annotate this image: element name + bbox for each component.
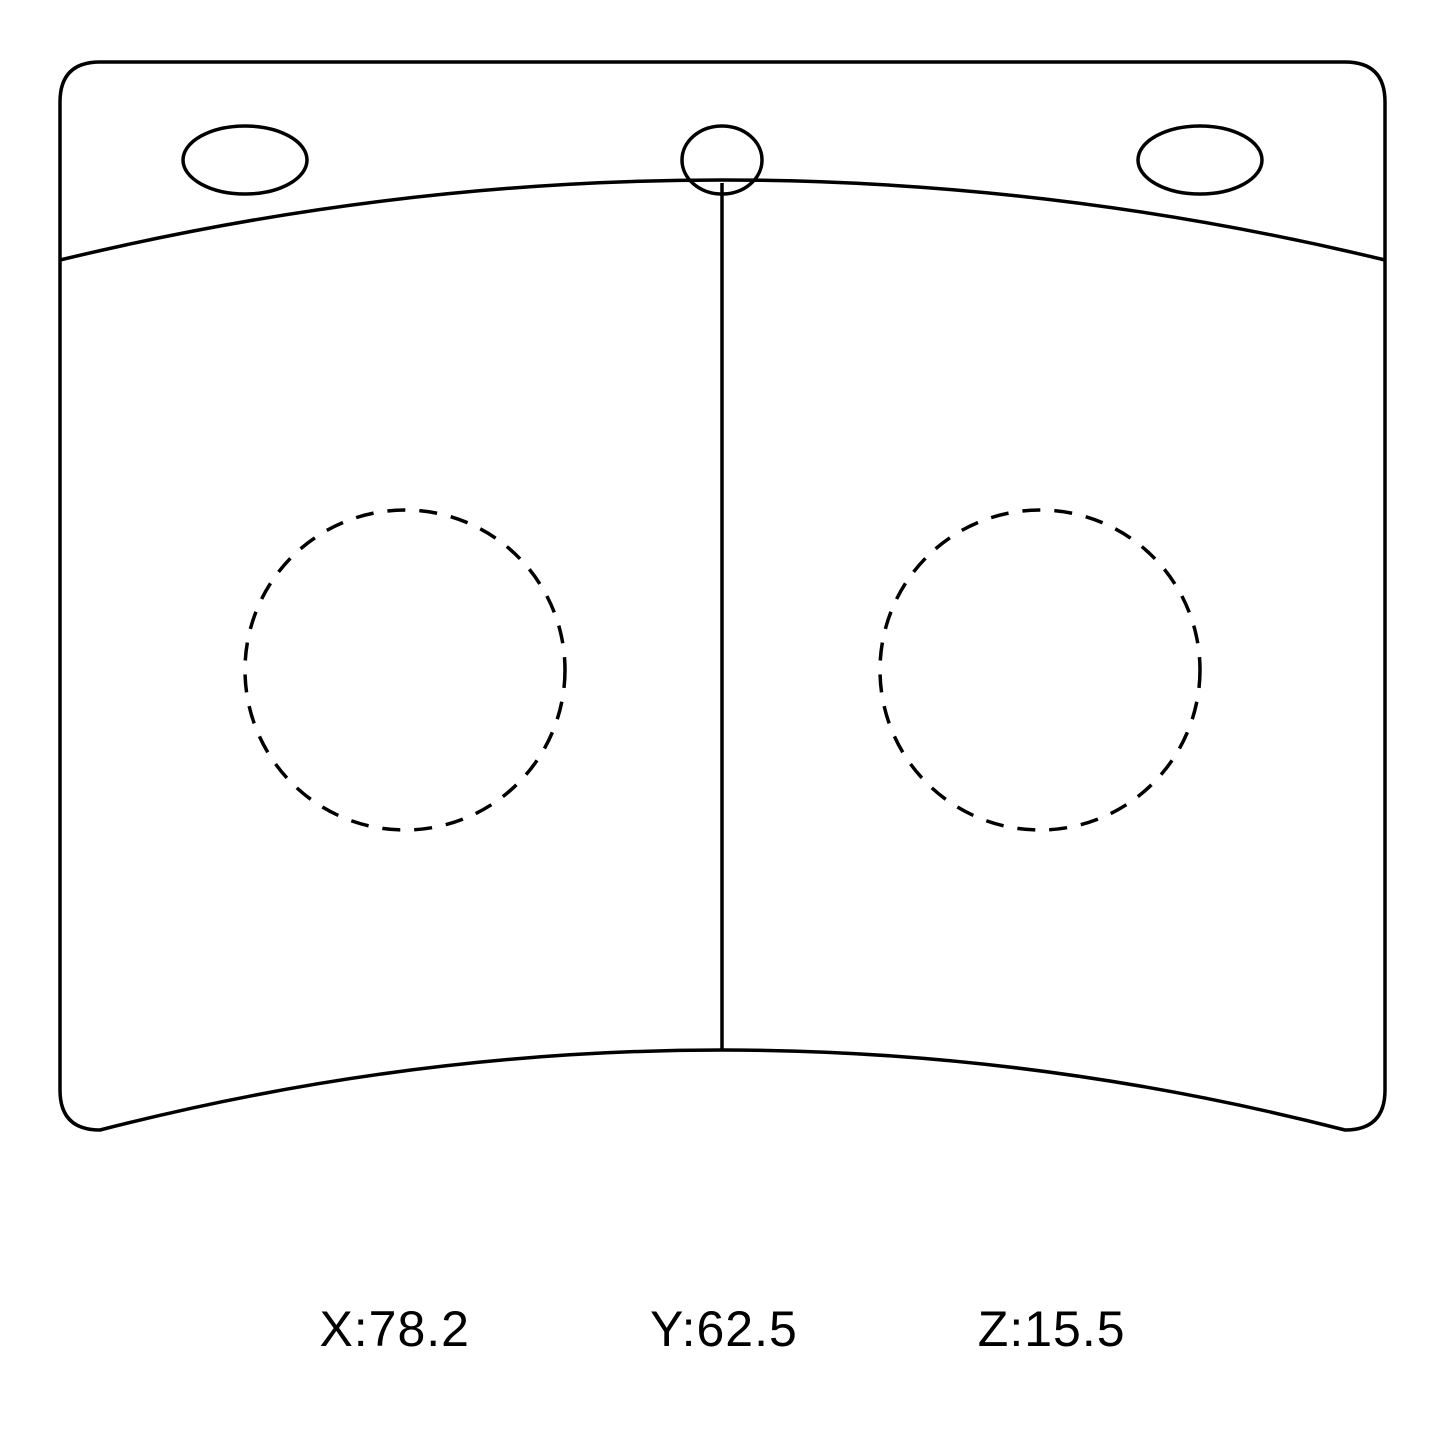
dimensions-row: X:78.2 Y:62.5 Z:15.5 xyxy=(0,1300,1445,1358)
mounting-slot-right xyxy=(1138,126,1262,194)
dimension-y: Y:62.5 xyxy=(650,1300,798,1358)
mounting-slot-left xyxy=(183,126,307,194)
brake-pad-diagram xyxy=(0,0,1445,1445)
dimension-x: X:78.2 xyxy=(319,1300,470,1358)
piston-circle-right xyxy=(880,510,1200,830)
diagram-container: X:78.2 Y:62.5 Z:15.5 xyxy=(0,0,1445,1445)
piston-circle-left xyxy=(245,510,565,830)
dimension-z: Z:15.5 xyxy=(978,1300,1126,1358)
